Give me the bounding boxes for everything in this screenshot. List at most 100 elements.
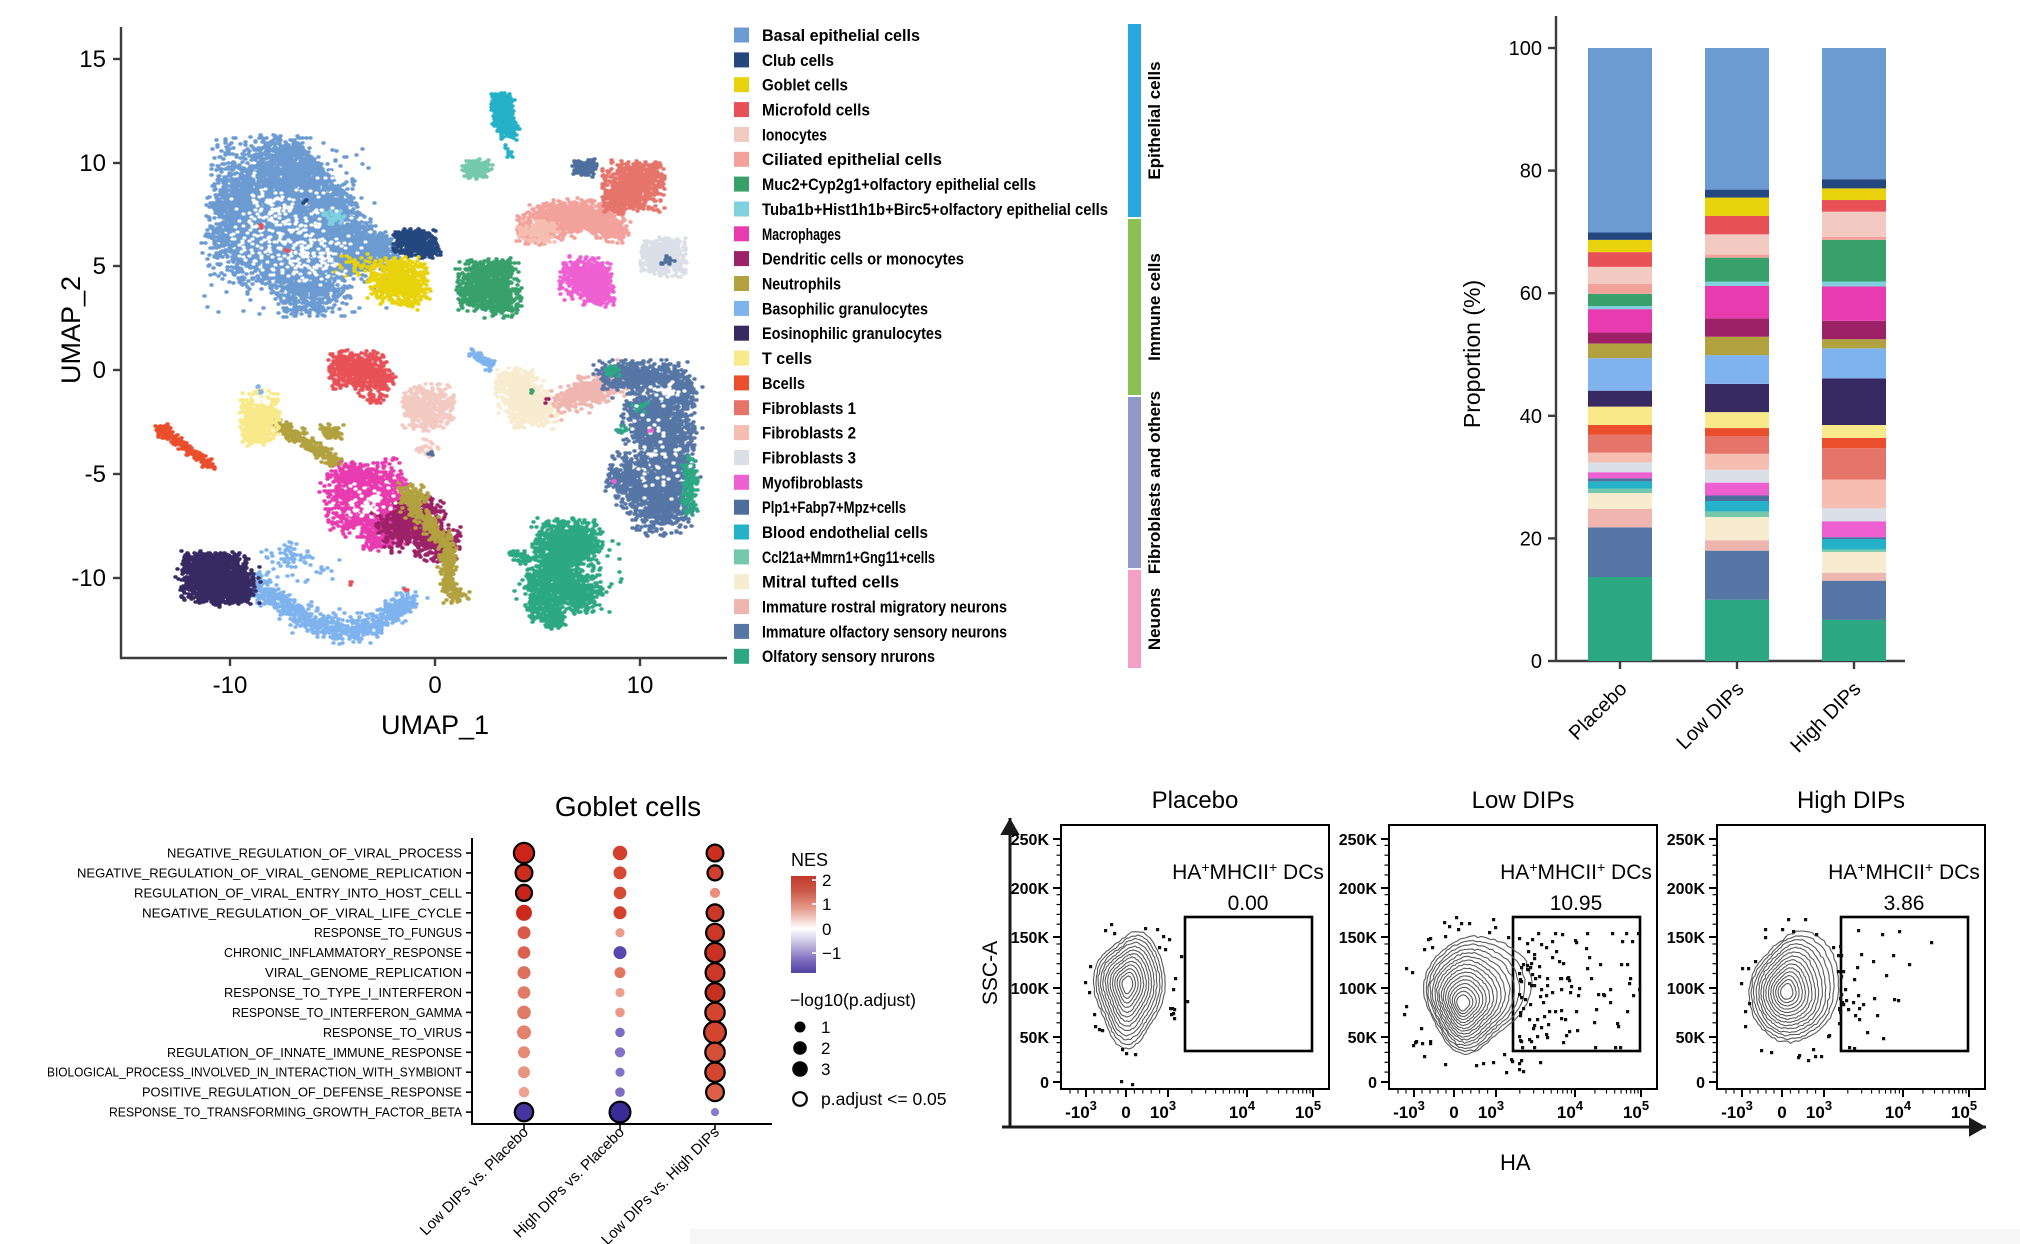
svg-text:High DIPs: High DIPs <box>1797 787 1905 814</box>
svg-text:80: 80 <box>1520 161 1542 183</box>
svg-text:RESPONSE_TO_VIRUS: RESPONSE_TO_VIRUS <box>323 1025 462 1040</box>
svg-text:CHRONIC_INFLAMMATORY_RESPONSE: CHRONIC_INFLAMMATORY_RESPONSE <box>224 945 462 960</box>
svg-text:NEGATIVE_REGULATION_OF_VIRAL_P: NEGATIVE_REGULATION_OF_VIRAL_PROCESS <box>167 846 462 861</box>
svg-text:150K: 150K <box>1339 930 1378 947</box>
svg-text:Macrophages: Macrophages <box>762 225 841 244</box>
svg-text:2: 2 <box>821 1039 830 1058</box>
svg-text:0: 0 <box>1040 1075 1049 1092</box>
svg-text:0: 0 <box>1696 1075 1705 1092</box>
svg-text:Basophilic granulocytes: Basophilic granulocytes <box>762 299 928 318</box>
svg-text:150K: 150K <box>1667 930 1706 947</box>
svg-text:250K: 250K <box>1339 832 1378 849</box>
svg-text:50K: 50K <box>1676 1030 1706 1047</box>
svg-text:Eosinophilic granulocytes: Eosinophilic granulocytes <box>762 324 942 343</box>
svg-text:10.95: 10.95 <box>1550 892 1603 915</box>
svg-text:Ccl21a+Mmrn1+Gng11+cells: Ccl21a+Mmrn1+Gng11+cells <box>762 548 935 567</box>
svg-text:RESPONSE_TO_INTERFERON_GAMMA: RESPONSE_TO_INTERFERON_GAMMA <box>232 1005 462 1020</box>
svg-text:100K: 100K <box>1339 981 1378 998</box>
svg-text:Tuba1b+Hist1h1b+Birc5+olfactor: Tuba1b+Hist1h1b+Birc5+olfactory epitheli… <box>762 200 1108 219</box>
svg-text:200K: 200K <box>1011 881 1050 898</box>
svg-text:100: 100 <box>1509 38 1542 60</box>
svg-text:Dendritic cells or monocytes: Dendritic cells or monocytes <box>762 250 964 269</box>
svg-text:Olfatory sensory nrurons: Olfatory sensory nrurons <box>762 647 935 666</box>
svg-text:Immature rostral migratory neu: Immature rostral migratory neurons <box>762 598 1007 617</box>
svg-text:Bcells: Bcells <box>762 374 805 393</box>
svg-text:Blood endothelial cells: Blood endothelial cells <box>762 523 928 542</box>
svg-text:Neutrophils: Neutrophils <box>762 275 841 294</box>
svg-text:Plp1+Fabp7+Mpz+cells: Plp1+Fabp7+Mpz+cells <box>762 498 906 517</box>
svg-text:−log10(p.adjust): −log10(p.adjust) <box>790 990 916 1010</box>
svg-text:Fibroblasts 2: Fibroblasts 2 <box>762 424 856 443</box>
svg-text:200K: 200K <box>1339 881 1378 898</box>
svg-text:REGULATION_OF_INNATE_IMMUNE_RE: REGULATION_OF_INNATE_IMMUNE_RESPONSE <box>167 1045 462 1060</box>
svg-text:VIRAL_GENOME_REPLICATION: VIRAL_GENOME_REPLICATION <box>265 965 462 980</box>
svg-text:Microfold cells: Microfold cells <box>762 101 870 120</box>
svg-text:NEGATIVE_REGULATION_OF_VIRAL_G: NEGATIVE_REGULATION_OF_VIRAL_GENOME_REPL… <box>77 865 462 880</box>
svg-text:−1: −1 <box>822 944 841 963</box>
svg-text:RESPONSE_TO_TRANSFORMING_GROWT: RESPONSE_TO_TRANSFORMING_GROWTH_FACTOR_B… <box>109 1105 462 1120</box>
svg-text:10: 10 <box>79 150 106 177</box>
svg-text:0: 0 <box>428 672 441 699</box>
svg-text:100K: 100K <box>1667 981 1706 998</box>
svg-text:-10: -10 <box>213 672 248 699</box>
svg-text:1: 1 <box>822 895 831 914</box>
svg-text:UMAP_2: UMAP_2 <box>56 276 86 384</box>
svg-text:BIOLOGICAL_PROCESS_INVOLVED_IN: BIOLOGICAL_PROCESS_INVOLVED_IN_INTERACTI… <box>47 1065 462 1080</box>
svg-text:Low DIPs: Low DIPs <box>1472 787 1575 814</box>
svg-text:Basal epithelial cells: Basal epithelial cells <box>762 26 920 45</box>
svg-text:Proportion (%): Proportion (%) <box>1459 280 1485 428</box>
svg-text:Ionocytes: Ionocytes <box>762 125 827 144</box>
svg-text:-5: -5 <box>85 461 106 488</box>
svg-text:Myofibroblasts: Myofibroblasts <box>762 473 863 492</box>
svg-text:HA+MHCII+ DCs: HA+MHCII+ DCs <box>1500 859 1652 884</box>
svg-text:Mitral tufted cells: Mitral tufted cells <box>762 573 899 592</box>
svg-text:0: 0 <box>93 357 106 384</box>
svg-text:40: 40 <box>1520 406 1542 428</box>
svg-text:Placebo: Placebo <box>1152 787 1239 814</box>
svg-text:0: 0 <box>1449 1103 1458 1122</box>
svg-text:Club cells: Club cells <box>762 51 834 70</box>
svg-text:250K: 250K <box>1011 832 1050 849</box>
svg-text:60: 60 <box>1520 283 1542 305</box>
svg-text:SSC-A: SSC-A <box>979 941 1002 1005</box>
svg-text:0: 0 <box>1121 1103 1130 1122</box>
svg-text:T cells: T cells <box>762 349 812 368</box>
svg-text:0.00: 0.00 <box>1228 892 1269 915</box>
svg-text:REGULATION_OF_VIRAL_ENTRY_INTO: REGULATION_OF_VIRAL_ENTRY_INTO_HOST_CELL <box>134 885 462 900</box>
svg-text:Immune cells: Immune cells <box>1145 253 1164 361</box>
svg-text:Epithelial cells: Epithelial cells <box>1145 61 1164 179</box>
svg-text:0: 0 <box>822 920 831 939</box>
svg-text:Fibroblasts 3: Fibroblasts 3 <box>762 449 856 468</box>
svg-text:200K: 200K <box>1667 881 1706 898</box>
svg-text:5: 5 <box>93 253 106 280</box>
svg-text:0: 0 <box>1777 1103 1786 1122</box>
svg-text:1: 1 <box>821 1018 830 1037</box>
svg-text:HA+MHCII+ DCs: HA+MHCII+ DCs <box>1172 859 1324 884</box>
svg-text:NES: NES <box>791 850 828 870</box>
svg-text:2: 2 <box>822 871 831 890</box>
svg-text:NEGATIVE_REGULATION_OF_VIRAL_L: NEGATIVE_REGULATION_OF_VIRAL_LIFE_CYCLE <box>142 905 462 920</box>
svg-text:15: 15 <box>79 46 106 73</box>
svg-text:0: 0 <box>1531 651 1542 673</box>
svg-text:Goblet cells: Goblet cells <box>762 76 848 95</box>
svg-text:100K: 100K <box>1011 981 1050 998</box>
svg-text:Ciliated epithelial cells: Ciliated epithelial cells <box>762 150 942 169</box>
svg-text:Goblet cells: Goblet cells <box>555 791 701 822</box>
svg-text:50K: 50K <box>1020 1030 1050 1047</box>
svg-text:3: 3 <box>821 1060 830 1079</box>
svg-text:POSITIVE_REGULATION_OF_DEFENSE: POSITIVE_REGULATION_OF_DEFENSE_RESPONSE <box>142 1085 462 1100</box>
svg-text:Neuons: Neuons <box>1145 588 1164 650</box>
svg-text:-10: -10 <box>71 565 106 592</box>
svg-text:HA+MHCII+ DCs: HA+MHCII+ DCs <box>1828 859 1980 884</box>
svg-text:HA: HA <box>1500 1150 1531 1175</box>
svg-text:0: 0 <box>1368 1075 1377 1092</box>
svg-text:Fibroblasts 1: Fibroblasts 1 <box>762 399 856 418</box>
svg-text:150K: 150K <box>1011 930 1050 947</box>
svg-text:10: 10 <box>627 672 654 699</box>
svg-text:RESPONSE_TO_TYPE_I_INTERFERON: RESPONSE_TO_TYPE_I_INTERFERON <box>224 985 462 1000</box>
svg-text:Immature olfactory sensory neu: Immature olfactory sensory neurons <box>762 622 1007 641</box>
svg-text:Muc2+Cyp2g1+olfactory epitheli: Muc2+Cyp2g1+olfactory epithelial cells <box>762 175 1036 194</box>
svg-text:3.86: 3.86 <box>1884 892 1925 915</box>
svg-text:p.adjust <= 0.05: p.adjust <= 0.05 <box>821 1089 947 1109</box>
svg-text:250K: 250K <box>1667 832 1706 849</box>
